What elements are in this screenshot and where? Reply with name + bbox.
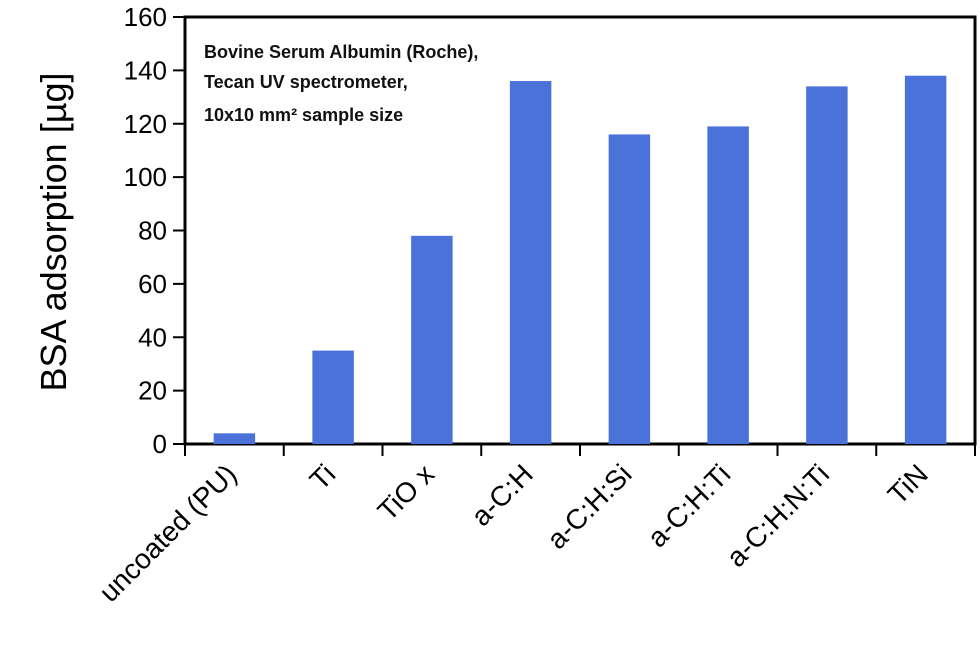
x-tick-label: TiN [882,458,934,510]
bar-series [213,75,947,445]
y-tick-label: 60 [138,269,167,299]
bar [509,81,552,445]
x-tick-label: uncoated (PU) [93,458,243,608]
y-tick-label: 40 [138,322,167,352]
y-axis-label: BSA adsorption [µg] [33,73,74,392]
bar [707,126,749,444]
x-tick-label: a-C:H:Si [541,458,638,555]
x-axis [184,444,976,456]
y-axis: 0 20 40 60 80 100 120 140 160 [124,2,185,459]
y-tick-label: 0 [153,429,167,459]
bar [411,235,453,444]
y-tick-label: 120 [124,109,167,139]
annotation-line-3: 10x10 mm² sample size [204,105,403,125]
y-tick-label: 20 [138,376,167,406]
annotation-line-1: Bovine Serum Albumin (Roche), [204,42,478,62]
y-tick-label: 80 [138,216,167,246]
y-tick-label: 140 [124,55,167,85]
x-tick-label: a-C:H:N:Ti [720,458,835,573]
bar [312,350,354,444]
x-tick-label: Ti [304,458,342,496]
bar [608,134,651,445]
annotation-line-2: Tecan UV spectrometer, [204,72,408,92]
bar [904,75,947,445]
bar [806,86,848,444]
y-tick-label: 160 [124,2,167,32]
x-tick-label: a-C:H:Ti [641,458,736,553]
category-labels: uncoated (PU) Ti TiO x a-C:H a-C:H:Si a-C:H:T… [93,458,934,608]
x-tick-label: a-C:H [465,458,539,532]
x-tick-label: TiO x [372,458,440,526]
bar [213,433,256,444]
y-tick-label: 100 [124,162,167,192]
